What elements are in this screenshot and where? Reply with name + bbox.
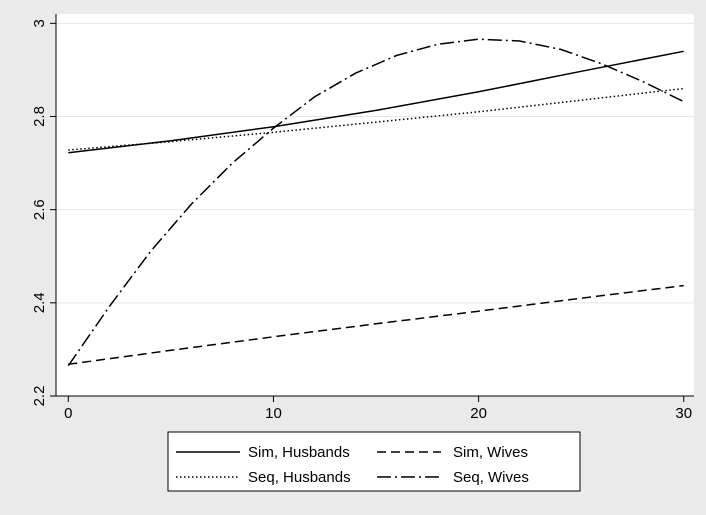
x-tick-label: 20 xyxy=(470,405,487,422)
legend-label-sim-wives: Sim, Wives xyxy=(453,444,528,461)
x-tick-label: 30 xyxy=(675,405,692,422)
x-tick-label: 10 xyxy=(265,405,282,422)
series-line-seq-husbands xyxy=(68,87,684,151)
legend: Sim, Husbands Sim, Wives Seq, Husbands S… xyxy=(167,431,581,492)
legend-box xyxy=(167,431,581,492)
series-line-sim-wives xyxy=(68,284,684,366)
legend-label-seq-husbands: Seq, Husbands xyxy=(248,469,351,486)
y-tick-label: 2.8 xyxy=(31,106,48,127)
y-tick-label: 2.2 xyxy=(31,386,48,407)
series-line-sim-husbands xyxy=(68,50,684,154)
legend-label-sim-husbands: Sim, Husbands xyxy=(248,444,350,461)
y-tick-label: 3 xyxy=(31,19,48,27)
series-line-seq-wives xyxy=(67,38,685,367)
axis-ticks: 2.22.42.62.830 10 20 30 xyxy=(31,19,692,422)
y-tick-label: 2.6 xyxy=(31,199,48,220)
series-lines xyxy=(67,38,685,367)
y-tick-label: 2.4 xyxy=(31,292,48,313)
legend-label-seq-wives: Seq, Wives xyxy=(453,469,529,486)
x-tick-label: 0 xyxy=(64,405,72,422)
plot-area xyxy=(56,14,694,396)
